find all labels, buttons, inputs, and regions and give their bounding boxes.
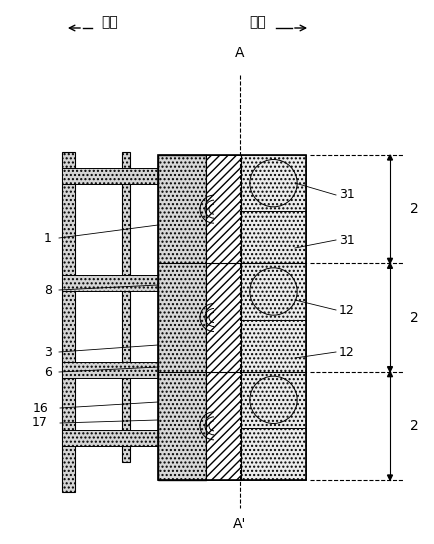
- Bar: [241, 155, 306, 211]
- Polygon shape: [388, 155, 392, 160]
- Bar: [241, 372, 306, 428]
- Polygon shape: [388, 258, 392, 263]
- Bar: [206, 263, 241, 372]
- Text: A': A': [233, 517, 247, 531]
- Text: 8: 8: [44, 283, 52, 296]
- Text: 内侧: 内侧: [102, 15, 118, 29]
- Text: 2: 2: [410, 311, 419, 325]
- Polygon shape: [388, 475, 392, 480]
- Bar: [206, 155, 241, 263]
- Bar: [62, 275, 158, 291]
- Bar: [62, 168, 158, 184]
- Text: 2: 2: [410, 202, 419, 216]
- Bar: [241, 320, 306, 372]
- Text: 外侧: 外侧: [250, 15, 266, 29]
- Text: 16: 16: [32, 401, 48, 415]
- Polygon shape: [388, 372, 392, 376]
- Text: 6: 6: [44, 366, 52, 379]
- Text: A: A: [235, 46, 245, 60]
- Text: 31: 31: [339, 189, 355, 201]
- Bar: [62, 152, 75, 492]
- Bar: [241, 428, 306, 480]
- Bar: [62, 362, 158, 378]
- Text: 3: 3: [44, 345, 52, 358]
- Text: 2: 2: [410, 419, 419, 433]
- Bar: [62, 430, 158, 446]
- Text: 12: 12: [339, 304, 355, 317]
- Bar: [241, 211, 306, 263]
- Bar: [158, 155, 206, 480]
- Text: 31: 31: [339, 233, 355, 246]
- Polygon shape: [388, 367, 392, 372]
- Bar: [241, 263, 306, 320]
- Bar: [206, 372, 241, 480]
- Text: 12: 12: [339, 345, 355, 358]
- Bar: [158, 155, 306, 480]
- Polygon shape: [388, 263, 392, 268]
- Bar: [122, 152, 130, 462]
- Text: 1: 1: [44, 232, 52, 244]
- Text: 17: 17: [32, 417, 48, 430]
